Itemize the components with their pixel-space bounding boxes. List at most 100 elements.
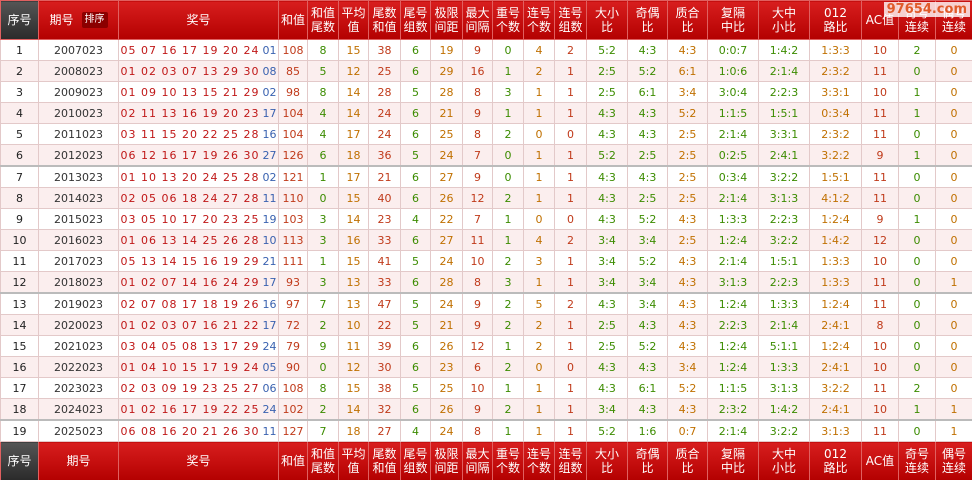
table-cell: 2:1:4 [707,187,759,209]
table-cell: 19 [430,39,463,61]
table-cell: 8 [0,187,39,209]
table-cell: 2:3:2 [707,398,759,421]
table-cell: 2014023 [38,187,119,209]
table-cell: 0 [898,356,936,378]
table-cell: 1 [523,377,555,399]
table-cell: 18 [338,144,369,167]
table-cell: 2016023 [38,229,119,251]
table-cell: 0 [898,292,936,315]
header-label: 偶号连续 [941,447,966,475]
header-label: 012路比 [823,6,848,34]
table-cell: 24 [430,250,463,272]
draw-numbers: 06 12 16 17 19 26 30 27 [118,144,279,167]
table-cell: 12 [0,271,39,294]
header-label: 复隔中比 [720,447,745,475]
table-cell: 1 [492,419,524,442]
table-cell: 13 [338,292,369,315]
table-cell: 5:2 [627,60,668,82]
table-cell: 0 [935,208,972,230]
blue-ball: 17 [262,106,277,120]
table-cell: 15 [0,335,39,357]
table-cell: 2:1:4 [707,123,759,145]
table-cell: 0 [523,123,555,145]
header-label: 平均值 [341,447,366,475]
table-cell: 40 [368,187,401,209]
table-cell: 1 [492,229,524,251]
header-label: 序号 [7,454,32,468]
blue-ball: 16 [262,127,277,141]
blue-ball: 11 [262,424,277,438]
table-cell: 27 [430,165,463,188]
column-header: 期号 排序 [38,0,119,40]
table-cell: 29 [430,60,463,82]
header-label: 奖号 [186,13,211,27]
table-cell: 5:2 [667,102,708,124]
table-cell: 0 [935,335,972,357]
table-cell: 2:5 [586,335,628,357]
table-cell: 2:5 [627,187,668,209]
table-cell: 1 [554,271,587,294]
table-cell: 2:2:3 [758,271,810,294]
table-cell: 1 [523,102,555,124]
table-cell: 6 [400,356,431,378]
header-label: 连号组数 [558,6,583,34]
table-cell: 113 [278,229,308,251]
table-cell: 8 [307,377,339,399]
table-row: 15 2021023 03 04 05 08 13 17 29 24 79 9 11 39 6 2… [0,335,972,357]
table-cell: 24 [430,144,463,167]
column-header: 和值 [278,0,308,40]
table-cell: 1 [492,208,524,230]
sort-button[interactable]: 排序 [81,12,108,28]
table-cell: 6 [462,356,493,378]
table-row: 8 2014023 02 05 06 18 24 27 28 11 110 0 15 40 6 2… [0,187,972,209]
blue-ball: 08 [262,64,277,78]
table-cell: 1 [0,39,39,61]
draw-numbers: 06 08 16 20 21 26 30 11 [118,419,279,442]
table-cell: 4:1:2 [809,187,862,209]
table-cell: 33 [368,271,401,294]
column-header: 序号 [0,0,39,40]
table-cell: 93 [278,271,308,294]
table-row: 3 2009023 01 09 10 13 15 21 29 02 98 8 14 28 5 28… [0,81,972,103]
table-cell: 9 [861,208,899,230]
table-cell: 108 [278,377,308,399]
table-row: 14 2020023 01 02 03 07 16 21 22 17 72 2 10 22 5 2… [0,314,972,336]
column-header: 连号组数 [554,441,587,480]
table-cell: 1:2:4 [707,335,759,357]
table-cell: 1 [307,250,339,272]
table-cell: 5 [400,292,431,315]
table-cell: 2:3:2 [809,60,862,82]
table-cell: 121 [278,165,308,188]
table-cell: 2 [492,356,524,378]
table-cell: 1:5:1 [758,250,810,272]
table-cell: 1 [898,398,936,421]
red-balls: 06 12 16 17 19 26 30 [120,148,260,162]
red-balls: 01 02 16 17 19 22 25 [120,402,260,416]
table-cell: 2 [307,398,339,421]
red-balls: 01 02 07 14 16 24 29 [120,275,260,289]
table-cell: 11 [861,377,899,399]
table-cell: 1:4:2 [758,398,810,421]
table-cell: 1:4:2 [758,39,810,61]
column-header: 质合比 [667,441,708,480]
table-cell: 4:3 [586,187,628,209]
draw-numbers: 01 04 10 15 17 19 24 05 [118,356,279,378]
table-cell: 8 [462,81,493,103]
table-cell: 0 [935,356,972,378]
table-row: 13 2019023 02 07 08 17 18 19 26 16 97 7 13 47 5 2… [0,292,972,315]
table-cell: 127 [278,419,308,442]
table-cell: 25 [430,123,463,145]
red-balls: 05 13 14 15 16 19 29 [120,254,260,268]
header-label: 序号 [7,13,32,27]
table-cell: 32 [368,398,401,421]
table-cell: 5:2 [627,208,668,230]
table-cell: 97 [278,292,308,315]
table-cell: 1 [523,398,555,421]
table-cell: 17 [0,377,39,399]
column-header: 尾数和值 [368,0,401,40]
header-label: 质合比 [675,6,700,34]
table-cell: 4:3 [586,356,628,378]
table-cell: 5:2 [627,250,668,272]
table-cell: 41 [368,250,401,272]
